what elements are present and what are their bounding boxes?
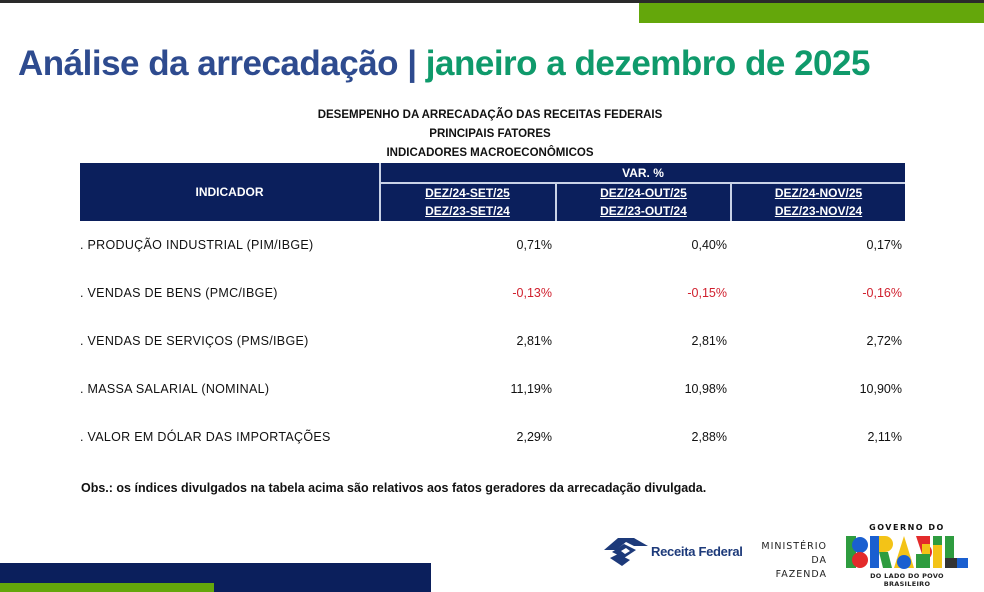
receita-federal-text: Receita Federal — [651, 543, 743, 559]
table-heading-line-1: DESEMPENHO DA ARRECADAÇÃO DAS RECEITAS F… — [317, 109, 663, 121]
row-label: . VALOR EM DÓLAR DAS IMPORTAÇÕES — [80, 430, 331, 444]
table-heading-line-3: INDICADORES MACROECONÔMICOS — [386, 147, 594, 159]
period-line2: DEZ/23-SET/24 — [425, 204, 510, 218]
header-period-set: DEZ/24-SET/25 DEZ/23-SET/24 — [381, 184, 554, 221]
governo-brasil-logo: GOVERNO DO BRASIL DO LADO DO POVO BRASIL… — [846, 523, 968, 588]
table-note: Obs.: os índices divulgados na tabela ac… — [81, 481, 707, 495]
row-value: 10,90% — [859, 382, 902, 396]
table-row: . PRODUÇÃO INDUSTRIAL (PIM/IBGE) 0,71% 0… — [80, 238, 905, 258]
header-divider — [555, 184, 557, 221]
title-main: Análise da arrecadação | — [18, 44, 426, 83]
table-row: . VENDAS DE SERVIÇOS (PMS/IBGE) 2,81% 2,… — [80, 334, 905, 354]
table-row: . VALOR EM DÓLAR DAS IMPORTAÇÕES 2,29% 2… — [80, 430, 905, 450]
row-value-negative: -0,16% — [862, 286, 902, 300]
period-line2: DEZ/23-NOV/24 — [774, 204, 863, 218]
row-value: 10,98% — [684, 382, 727, 396]
gov-bottom-text: DO LADO DO POVO BRASILEIRO — [870, 572, 944, 588]
ministerio-fazenda-logo: MINISTÉRIO DA FAZENDA — [745, 540, 827, 582]
period-line1: DEZ/24-OUT/25 — [600, 186, 687, 200]
table-row: . VENDAS DE BENS (PMC/IBGE) -0,13% -0,15… — [80, 286, 905, 306]
header-period-nov: DEZ/24-NOV/25 DEZ/23-NOV/24 — [732, 184, 905, 221]
header-indicador: INDICADOR — [195, 185, 264, 199]
period-line1: DEZ/24-NOV/25 — [774, 186, 863, 200]
receita-federal-emblem-icon — [604, 538, 648, 566]
header-divider — [730, 184, 732, 221]
row-value: 2,29% — [516, 430, 552, 444]
header-divider — [381, 182, 905, 184]
slide-title: Análise da arrecadação | janeiro a dezem… — [18, 44, 870, 84]
header-divider — [379, 163, 381, 221]
top-accent-bar — [639, 3, 984, 23]
row-label: . PRODUÇÃO INDUSTRIAL (PIM/IBGE) — [80, 238, 314, 252]
table-heading-line-2: PRINCIPAIS FATORES — [429, 128, 551, 140]
receita-federal-logo: Receita Federal — [604, 536, 743, 566]
row-value: 0,40% — [691, 238, 727, 252]
row-value: 2,88% — [691, 430, 727, 444]
row-label: . MASSA SALARIAL (NOMINAL) — [80, 382, 270, 396]
period-line2: DEZ/23-OUT/24 — [600, 204, 687, 218]
header-period-out: DEZ/24-OUT/25 DEZ/23-OUT/24 — [557, 184, 730, 221]
row-value: 2,72% — [866, 334, 902, 348]
row-value-negative: -0,13% — [512, 286, 552, 300]
brasil-wordmark-icon: BRASIL — [846, 536, 968, 569]
title-period: janeiro a dezembro de 2025 — [425, 44, 871, 83]
period-line1: DEZ/24-SET/25 — [425, 186, 510, 200]
row-value: 11,19% — [510, 382, 552, 396]
table-heading: DESEMPENHO DA ARRECADAÇÃO DAS RECEITAS F… — [280, 106, 700, 163]
row-value-negative: -0,15% — [687, 286, 727, 300]
row-value: 2,81% — [691, 334, 727, 348]
bottom-green-bar — [0, 583, 214, 592]
row-value: 2,11% — [867, 430, 902, 444]
gov-top-text: GOVERNO DO — [869, 523, 945, 532]
top-edge-bar — [0, 0, 984, 3]
row-value: 0,17% — [866, 238, 902, 252]
ministerio-line-2: FAZENDA — [775, 569, 827, 580]
row-label: . VENDAS DE SERVIÇOS (PMS/IBGE) — [80, 334, 309, 348]
row-value: 0,71% — [516, 238, 552, 252]
table-header: INDICADOR VAR. % DEZ/24-SET/25 DEZ/23-SE… — [80, 163, 905, 221]
row-value: 2,81% — [516, 334, 552, 348]
row-label: . VENDAS DE BENS (PMC/IBGE) — [80, 286, 278, 300]
ministerio-line-1: MINISTÉRIO DA — [761, 541, 827, 566]
table-row: . MASSA SALARIAL (NOMINAL) 11,19% 10,98%… — [80, 382, 905, 402]
header-var-percent: VAR. % — [622, 165, 664, 180]
